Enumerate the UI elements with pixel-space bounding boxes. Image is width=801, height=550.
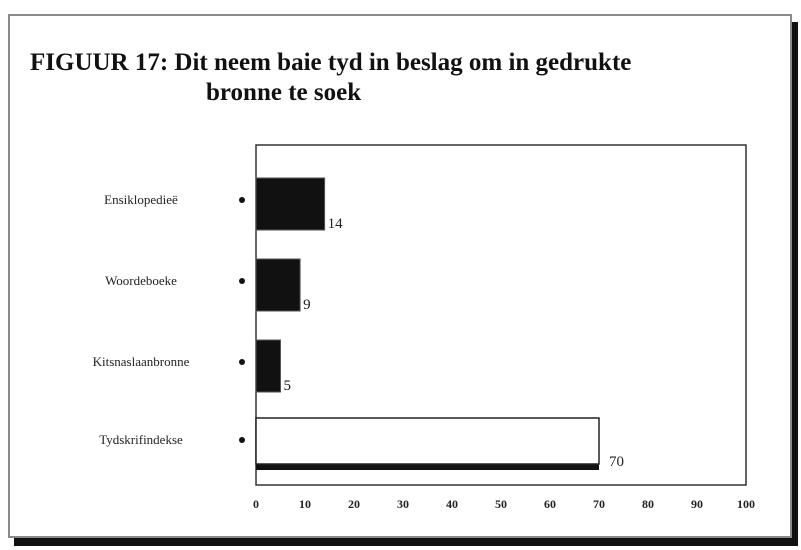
x-tick-label: 60 — [544, 497, 556, 511]
bar — [255, 258, 301, 312]
bar — [255, 417, 600, 465]
x-tick-label: 90 — [691, 497, 703, 511]
x-tick-label: 80 — [642, 497, 654, 511]
bar — [255, 177, 326, 231]
x-tick-label: 100 — [737, 497, 755, 511]
bar-shadow — [256, 462, 599, 470]
chart-title-line-1: FIGUUR 17: Dit neem baie tyd in beslag o… — [30, 49, 632, 76]
labels-group: Ensiklopedieë 14 Woordeboeke 9 Kitsnaslaanbr… — [93, 192, 624, 470]
data-label: 70 — [609, 454, 624, 470]
data-label: 14 — [328, 216, 344, 232]
x-tick-label: 10 — [299, 497, 311, 511]
bar — [255, 339, 281, 393]
data-label: 5 — [284, 378, 292, 394]
ticks-group: 0 10 20 30 40 50 60 70 80 90 100 — [253, 497, 755, 511]
category-label: Tydskrifindekse — [99, 432, 183, 447]
plot-area — [255, 144, 747, 486]
category-label: Kitsnaslaanbronne — [93, 354, 190, 369]
category-label: Ensiklopedieë — [104, 192, 178, 207]
x-tick-label: 50 — [495, 497, 507, 511]
chart-title: FIGUUR 17: Dit neem baie tyd in beslag o… — [30, 48, 770, 108]
bars-group — [255, 177, 600, 470]
category-bullet-icon — [239, 437, 245, 443]
category-bullet-icon — [239, 197, 245, 203]
category-bullet-icon — [239, 278, 245, 284]
data-label: 9 — [303, 297, 311, 313]
x-tick-label: 30 — [397, 497, 409, 511]
x-tick-label: 40 — [446, 497, 458, 511]
x-tick-label: 70 — [593, 497, 605, 511]
category-label: Woordeboeke — [105, 273, 177, 288]
category-bullet-icon — [239, 359, 245, 365]
x-tick-label: 20 — [348, 497, 360, 511]
chart-title-line-2: bronne te soek — [206, 79, 362, 106]
x-tick-label: 0 — [253, 497, 259, 511]
